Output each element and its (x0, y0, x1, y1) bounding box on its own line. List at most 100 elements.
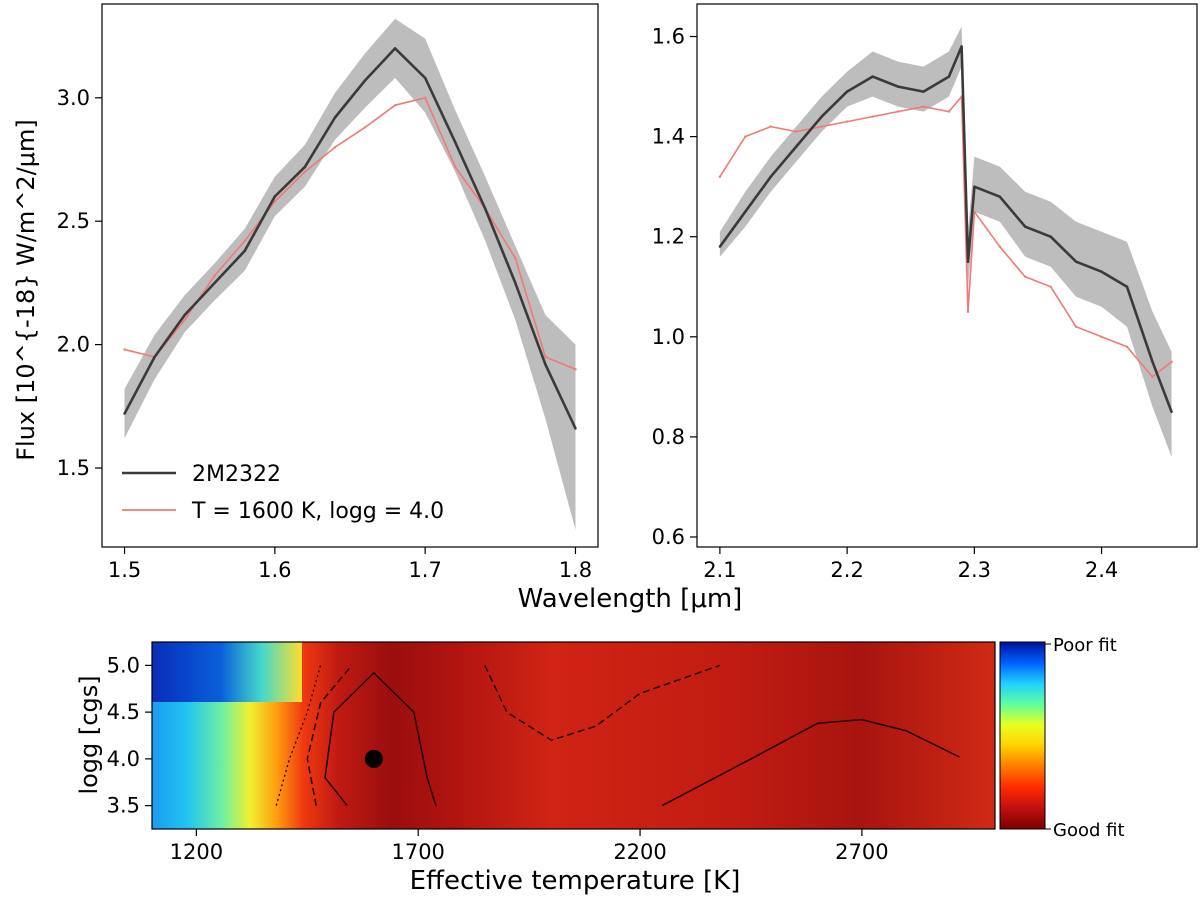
contour-dashed (306, 664, 353, 806)
spectrum-h-ytick-label: 1.5 (57, 456, 90, 480)
spectrum-k-point-model (718, 175, 722, 178)
spectrum-k-ytick-label: 1.6 (652, 25, 685, 49)
spectrum-k-point-2m2322 (718, 245, 722, 248)
spectrum-k-point-2m2322 (998, 195, 1001, 198)
spectrum-h-point-2m2322 (544, 363, 547, 366)
spectrum-k-point-2m2322 (1100, 270, 1103, 273)
spectrum-h-point-model (393, 104, 397, 107)
spectrum-k-point-2m2322 (947, 75, 951, 78)
heatmap-ytick-label: 3.5 (107, 794, 140, 818)
spectrum-h-point-model (544, 355, 547, 359)
spectrum-k-point-2m2322 (960, 45, 963, 48)
spectrum-h-point-model (123, 348, 126, 351)
spectrum-k-ytick-label: 1.2 (652, 225, 685, 249)
spectrum-k-point-model (973, 210, 976, 213)
spectrum-h-point-model (243, 239, 246, 243)
colorbar-label-poor-fit: Poor fit (1053, 635, 1117, 656)
spectrum-k-ytick-label: 0.8 (652, 425, 685, 449)
spectrum-k-point-2m2322 (845, 90, 849, 93)
heatmap-ytick-label: 4.5 (107, 700, 140, 724)
spectrum-k-point-model (1074, 325, 1078, 328)
spectrum-h-point-2m2322 (574, 427, 577, 430)
spectrum-h-point-2m2322 (153, 355, 156, 359)
flux-axis-label: Flux [10^{-18} W/m^2/μm] (12, 119, 40, 461)
heatmap-axes-frame (151, 641, 996, 830)
spectrum-h-xtick-label: 1.8 (559, 558, 592, 582)
heatmap-ylabel: logg [cgs] (75, 675, 103, 794)
spectrum-k-xtick-label: 2.2 (830, 558, 863, 582)
spectrum-h-ytick-label: 2.0 (57, 333, 90, 357)
spectrum-h-point-model (183, 318, 186, 322)
heatmap-contours (275, 664, 960, 807)
spectrum-k-point-model (871, 115, 874, 118)
colorbar-gradient (999, 641, 1046, 830)
spectrum-k-point-2m2322 (871, 75, 874, 78)
spectrum-h-axes-frame (101, 3, 599, 548)
spectrum-k-ytick-label: 1.0 (652, 325, 685, 349)
spectrum-h-point-model (273, 200, 276, 203)
heatmap-xtick-label: 2700 (835, 840, 888, 864)
colorbar-label-good-fit: Good fit (1053, 820, 1125, 841)
spectrum-h-series-2m2322 (123, 47, 577, 430)
heatmap-ytick-label: 4.0 (107, 747, 140, 771)
spectrum-h-ytick-label: 3.0 (57, 86, 90, 110)
heatmap-high-logg-patch (152, 642, 302, 702)
spectrum-h-point-2m2322 (183, 313, 186, 317)
legend: 2M2322 T = 1600 K, logg = 4.0 (122, 462, 444, 524)
spectrum-k-point-model (947, 110, 951, 113)
heatmap-ytick-label: 5.0 (107, 653, 140, 677)
spectrum-h-point-2m2322 (303, 165, 307, 169)
spectrum-k-point-model (1100, 335, 1103, 338)
spectrum-k-point-2m2322 (896, 85, 900, 88)
spectrum-h-point-2m2322 (484, 207, 487, 211)
spectrum-h-point-2m2322 (363, 79, 367, 82)
spectrum-h-point-2m2322 (514, 281, 517, 285)
heatmap-xtick-label: 1700 (391, 840, 444, 864)
heatmap-panel: 1200 1700 2200 2700 3.5 4.0 4.5 5.0 Effective t… (75, 641, 996, 896)
spectrum-h-point-model (333, 146, 337, 149)
spectrum-h-uncertainty-band (124, 18, 576, 530)
contour-solid (661, 718, 960, 807)
spectrum-h-point-model (574, 368, 577, 371)
spectrum-h-data-area (123, 18, 577, 530)
spectrum-k-point-2m2322 (769, 175, 772, 178)
spectrum-k-point-2m2322 (744, 210, 747, 213)
spectrum-k-point-2m2322 (1125, 285, 1129, 288)
spectrum-h-point-2m2322 (393, 47, 397, 50)
spectrum-k-point-model (820, 125, 823, 128)
spectrum-h-point-model (514, 257, 517, 260)
spectrum-h-ytick-label: 2.5 (57, 209, 90, 233)
heatmap-xlabel: Effective temperature [K] (410, 866, 741, 896)
spectrum-k-point-model (1023, 275, 1027, 278)
spectrum-h-point-model (213, 274, 216, 277)
spectrum-h-point-2m2322 (273, 195, 276, 198)
spectrum-h-point-model (363, 126, 367, 129)
legend-label-model: T = 1600 K, logg = 4.0 (191, 499, 444, 524)
spectrum-k-point-2m2322 (1049, 235, 1052, 238)
spectrum-k-point-model (845, 120, 849, 123)
spectrum-k-point-model (1049, 285, 1052, 288)
spectrum-k-point-2m2322 (922, 90, 925, 93)
spectrum-k-point-model (998, 245, 1001, 248)
spectrum-h-point-2m2322 (333, 116, 337, 119)
spectrum-k-point-2m2322 (795, 145, 798, 148)
spectrum-h-point-2m2322 (454, 141, 457, 144)
spectrum-h-point-2m2322 (213, 281, 216, 285)
legend-label-2m2322: 2M2322 (192, 462, 281, 487)
spectrum-k-ytick-label: 1.4 (652, 125, 685, 149)
spectrum-k-point-model (1170, 360, 1173, 363)
spectrum-k-point-2m2322 (973, 185, 976, 188)
spectrum-k-point-2m2322 (1023, 225, 1027, 228)
contour-solid (324, 671, 437, 807)
spectrum-k-point-model (966, 310, 970, 313)
spectrum-k-point-model (896, 110, 900, 113)
spectrum-panel-h-band: 1.5 1.6 1.7 1.8 1.5 2.0 2.5 3.0 (57, 3, 599, 582)
colorbar: Poor fit Good fit (999, 635, 1125, 841)
spectrum-h-point-model (303, 170, 307, 173)
spectrum-k-point-2m2322 (1151, 360, 1154, 363)
spectrum-h-xtick-label: 1.7 (408, 558, 441, 582)
spectrum-k-ytick-label: 0.6 (652, 525, 685, 549)
spectrum-h-xtick-label: 1.5 (108, 558, 141, 582)
spectrum-k-point-2m2322 (966, 260, 970, 263)
